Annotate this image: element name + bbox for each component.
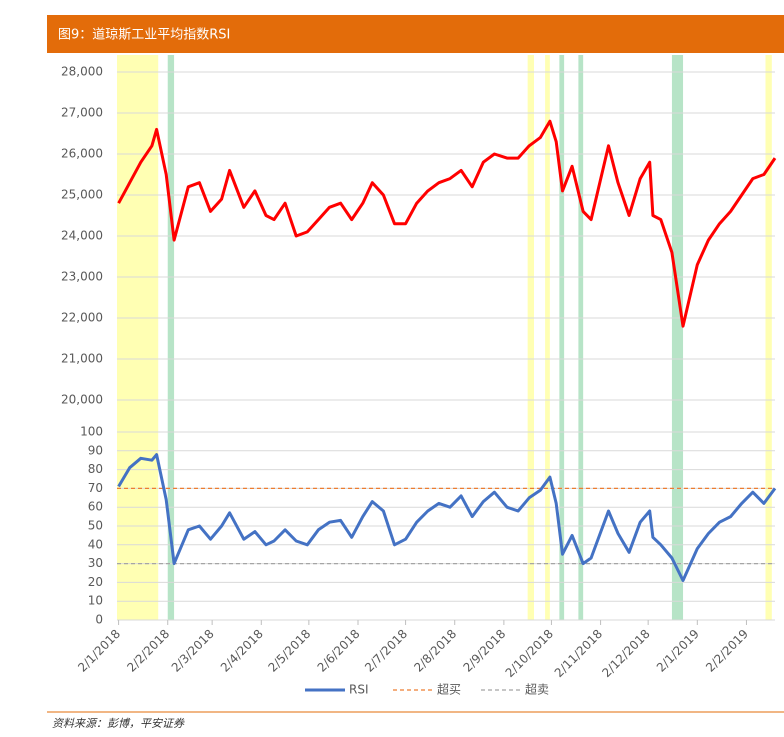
highlight-band bbox=[117, 55, 159, 620]
y-tick-label: 25,000 bbox=[61, 188, 103, 202]
legend-label: 超买 bbox=[437, 682, 461, 697]
legend-label: RSI bbox=[349, 683, 369, 697]
y-tick-label: 22,000 bbox=[61, 311, 103, 325]
y-tick-label: 90 bbox=[88, 443, 103, 457]
y-tick-label: 24,000 bbox=[61, 229, 103, 243]
y-tick-label: 20,000 bbox=[61, 393, 103, 407]
highlight-band bbox=[527, 55, 534, 620]
x-tick-label: 2/3/2018 bbox=[169, 627, 217, 675]
data-line bbox=[117, 453, 777, 582]
y-tick-label: 70 bbox=[88, 481, 103, 495]
title-bar bbox=[47, 15, 784, 53]
highlight-band bbox=[671, 55, 684, 620]
y-tick-label: 10 bbox=[88, 594, 103, 608]
x-tick-label: 2/5/2018 bbox=[265, 627, 313, 675]
x-tick-label: 2/6/2018 bbox=[315, 627, 363, 675]
y-tick-label: 23,000 bbox=[61, 270, 103, 284]
x-tick-label: 2/2/2019 bbox=[703, 627, 751, 675]
x-tick-label: 2/12/2018 bbox=[599, 627, 652, 680]
y-tick-label: 27,000 bbox=[61, 106, 103, 120]
highlight-band bbox=[545, 55, 550, 620]
y-tick-label: 26,000 bbox=[61, 147, 103, 161]
y-tick-label: 0 bbox=[95, 613, 103, 627]
highlight-band bbox=[167, 55, 175, 620]
chart-title: 图9：道琼斯工业平均指数RSI bbox=[58, 28, 230, 43]
highlight-band bbox=[765, 55, 772, 620]
source-note: 资料来源：彭博，平安证券 bbox=[52, 717, 185, 730]
highlight-band bbox=[578, 55, 584, 620]
x-tick-label: 2/1/2018 bbox=[75, 627, 123, 675]
y-tick-label: 60 bbox=[88, 500, 103, 514]
x-tick-label: 2/7/2018 bbox=[362, 627, 410, 675]
x-tick-label: 2/10/2018 bbox=[503, 627, 556, 680]
y-tick-label: 80 bbox=[88, 462, 103, 476]
y-tick-label: 28,000 bbox=[61, 65, 103, 79]
y-tick-label: 21,000 bbox=[61, 352, 103, 366]
y-tick-label: 40 bbox=[88, 537, 103, 551]
x-tick-label: 2/11/2018 bbox=[552, 627, 605, 680]
x-tick-label: 2/8/2018 bbox=[411, 627, 459, 675]
legend-label: 超卖 bbox=[525, 682, 549, 697]
x-tick-label: 2/2/2018 bbox=[124, 627, 172, 675]
y-tick-label: 100 bbox=[80, 425, 103, 439]
x-tick-label: 2/9/2018 bbox=[460, 627, 508, 675]
data-line bbox=[117, 119, 777, 328]
x-tick-label: 2/1/2019 bbox=[654, 627, 702, 675]
y-tick-label: 20 bbox=[88, 575, 103, 589]
y-tick-label: 50 bbox=[88, 519, 103, 533]
y-tick-label: 30 bbox=[88, 556, 103, 570]
x-tick-label: 2/4/2018 bbox=[218, 627, 266, 675]
highlight-band bbox=[559, 55, 565, 620]
